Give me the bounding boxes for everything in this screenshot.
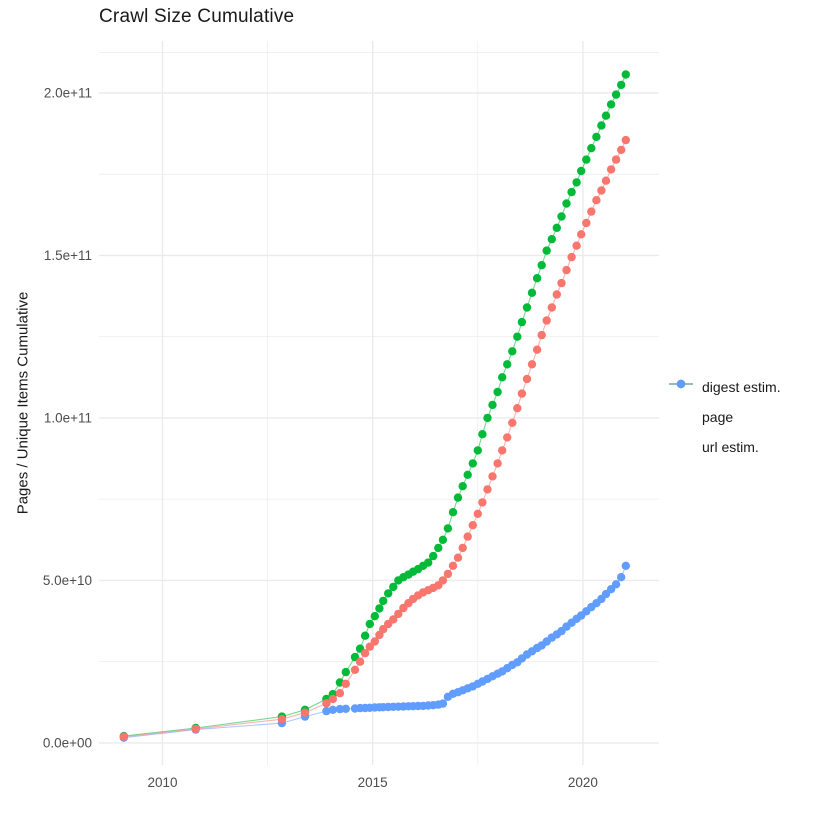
legend: digest estim. page url estim. xyxy=(668,376,781,457)
svg-text:0.0e+00: 0.0e+00 xyxy=(43,735,92,750)
svg-text:2010: 2010 xyxy=(147,775,177,790)
series-url-estim- xyxy=(119,561,630,742)
legend-key-url-estim-icon xyxy=(668,379,694,455)
legend-label-digest-estim: digest estim. xyxy=(702,378,781,395)
legend-label-page: page xyxy=(702,408,734,425)
svg-text:5.0e+10: 5.0e+10 xyxy=(43,573,92,588)
legend-key-page-icon xyxy=(668,379,694,425)
svg-text:2015: 2015 xyxy=(358,775,388,790)
series-digest-estim- xyxy=(119,135,630,741)
svg-text:2020: 2020 xyxy=(568,775,598,790)
legend-item-page: page xyxy=(668,379,781,427)
svg-text:1.0e+11: 1.0e+11 xyxy=(44,410,92,425)
svg-text:1.5e+11: 1.5e+11 xyxy=(44,248,92,263)
svg-text:2.0e+11: 2.0e+11 xyxy=(44,85,92,100)
chart-title: Crawl Size Cumulative xyxy=(99,6,295,27)
legend-item-url-estim: url estim. xyxy=(668,379,781,457)
legend-label-url-estim: url estim. xyxy=(702,438,759,455)
